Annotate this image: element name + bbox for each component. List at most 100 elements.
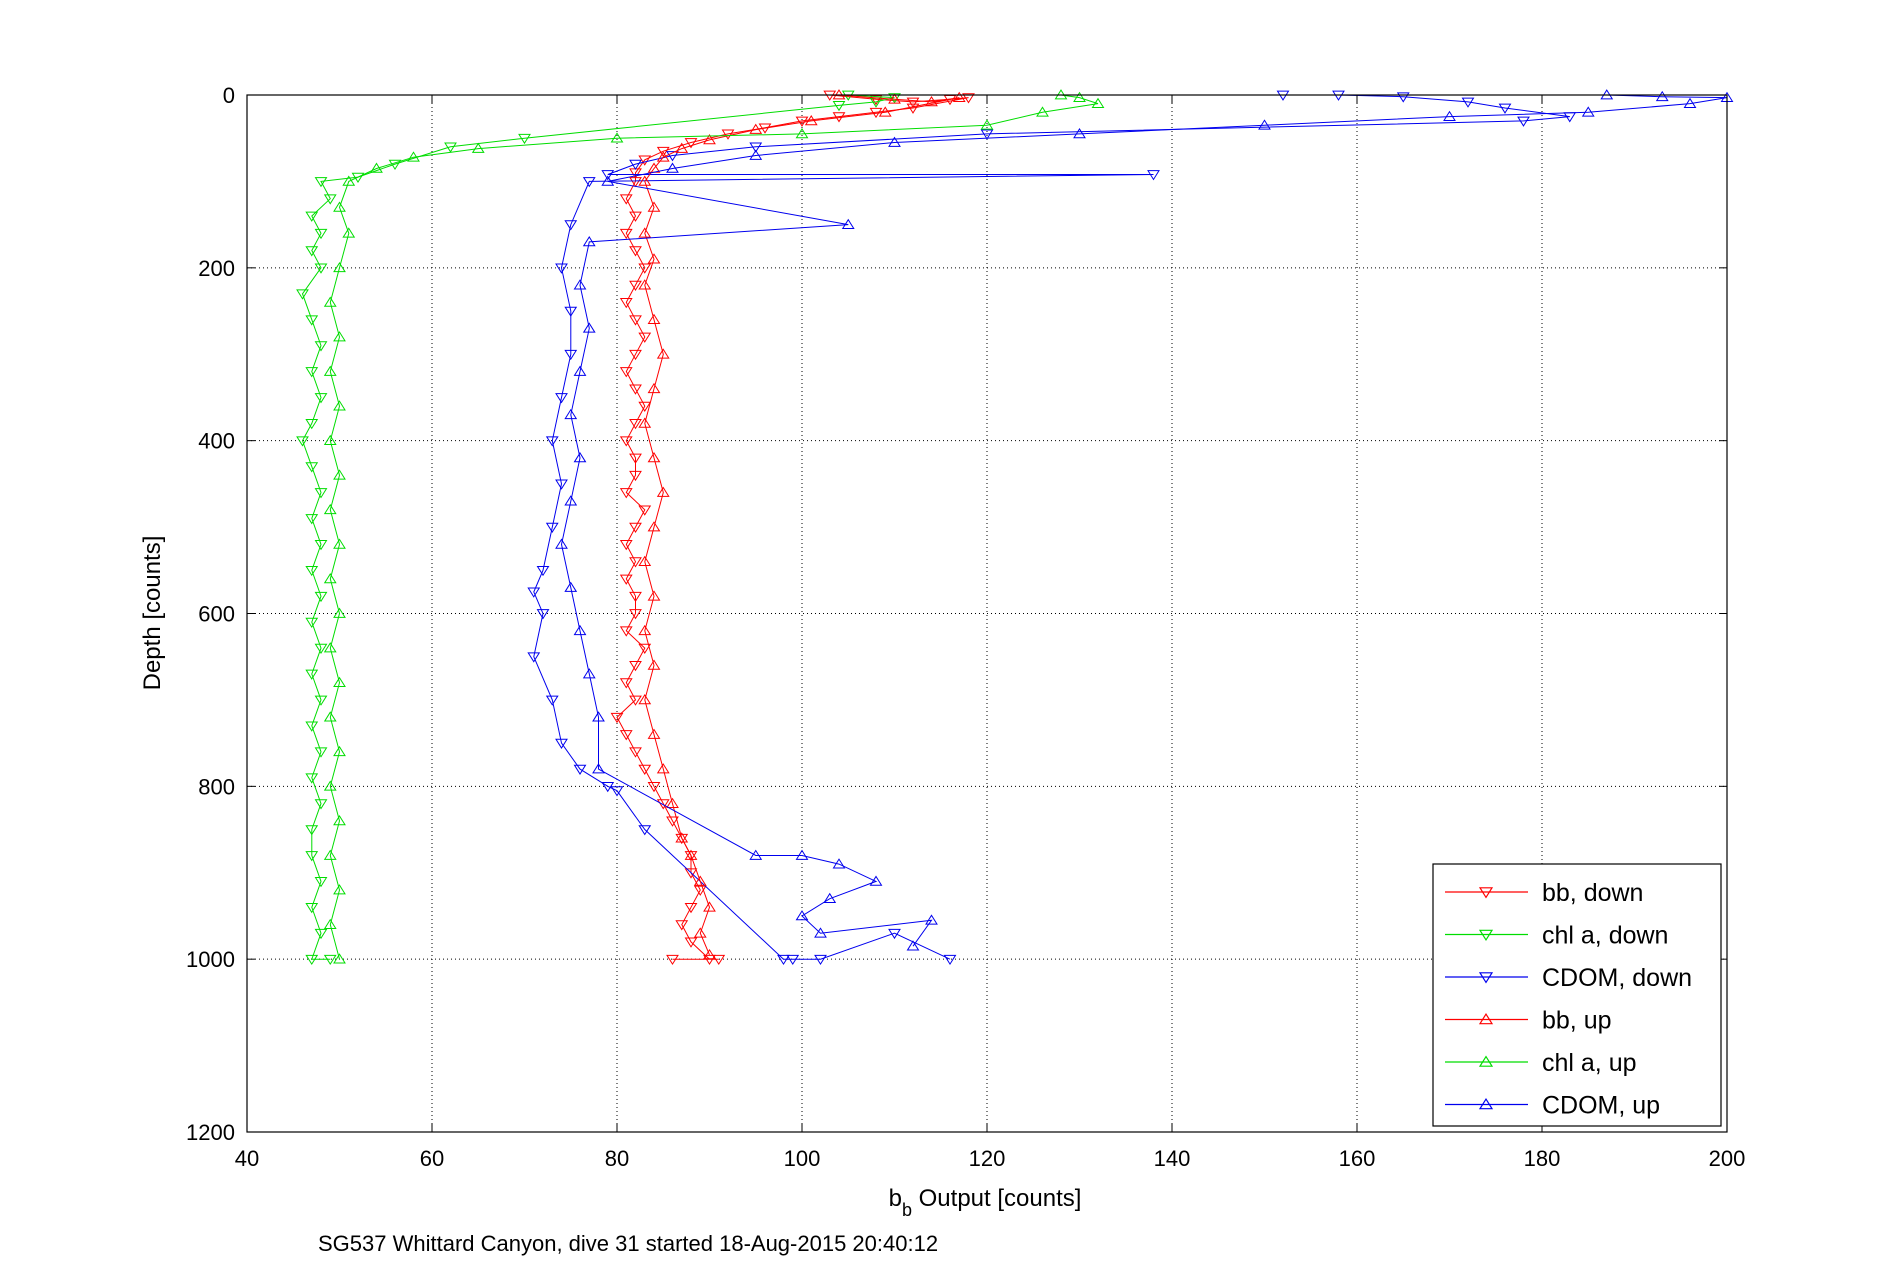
data-point <box>804 115 818 126</box>
axes: 40 60 80 100 120 140 160 180 200 0 200 400 600 800 100… <box>186 83 1745 1171</box>
x-tick-label: 180 <box>1524 1146 1561 1171</box>
data-point <box>629 280 642 292</box>
data-point <box>305 211 319 222</box>
data-point <box>305 565 319 577</box>
data-point <box>471 142 485 153</box>
y-tick-label: 200 <box>198 256 235 281</box>
data-point <box>777 954 790 966</box>
data-point <box>619 367 633 378</box>
data-point <box>703 134 716 145</box>
legend-box <box>1432 863 1722 1127</box>
data-point <box>647 728 661 739</box>
data-point <box>555 479 568 490</box>
data-point <box>333 201 346 212</box>
data-point <box>573 764 587 775</box>
data-point <box>749 142 763 153</box>
data-point <box>703 954 716 966</box>
data-point <box>305 954 319 966</box>
data-point <box>564 581 578 592</box>
data-point <box>952 91 966 102</box>
data-point <box>619 678 633 689</box>
legend-marker <box>1478 1055 1494 1067</box>
grid <box>247 95 1727 1132</box>
data-point <box>647 253 661 264</box>
data-point <box>647 313 661 325</box>
data-point <box>564 408 578 420</box>
series-line <box>644 94 960 955</box>
data-point <box>536 609 550 620</box>
data-point <box>962 93 975 104</box>
series-1 <box>296 90 901 966</box>
series-4 <box>323 89 1105 964</box>
data-point <box>786 954 800 966</box>
data-point <box>314 928 328 940</box>
data-point <box>323 365 337 376</box>
data-point <box>629 470 642 482</box>
data-point <box>601 781 615 793</box>
data-point <box>869 875 883 886</box>
data-point <box>656 763 670 774</box>
series-line <box>560 94 1728 947</box>
y-tick-label: 1200 <box>186 1120 235 1145</box>
legend-label: CDOM, up <box>1542 1092 1660 1120</box>
data-point <box>545 522 559 533</box>
data-point <box>647 659 661 670</box>
legend: bb, down chl a, down CDOM, down bb, up chl a… <box>1432 863 1722 1127</box>
data-point <box>314 643 328 654</box>
data-point <box>545 695 559 706</box>
data-point <box>314 591 328 603</box>
data-point <box>832 858 846 869</box>
x-axis-title-main: b <box>889 1185 902 1212</box>
data-point <box>1581 106 1595 117</box>
data-point <box>980 119 994 130</box>
data-point <box>693 927 707 938</box>
data-point <box>666 151 679 162</box>
data-point <box>564 220 578 231</box>
data-point <box>638 643 652 654</box>
data-point <box>582 236 596 247</box>
data-point <box>1655 90 1669 102</box>
data-point <box>814 954 827 966</box>
data-point <box>656 151 670 162</box>
data-point <box>610 786 624 797</box>
data-point <box>564 349 578 361</box>
data-point <box>823 892 837 904</box>
data-point <box>638 175 652 186</box>
data-point <box>314 341 328 352</box>
data-point <box>906 940 920 951</box>
data-point <box>629 246 642 257</box>
y-axis-title: Depth [counts] <box>139 536 166 691</box>
data-point <box>333 884 346 895</box>
data-point <box>888 928 901 940</box>
data-point <box>878 106 892 117</box>
data-point <box>323 434 337 446</box>
data-point <box>305 773 319 784</box>
data-point <box>795 849 809 860</box>
data-point <box>582 668 596 679</box>
data-point <box>582 322 596 333</box>
legend-label: chl a, up <box>1542 1049 1637 1077</box>
data-point <box>518 133 531 145</box>
data-point <box>629 747 642 758</box>
data-point <box>323 194 337 205</box>
data-point <box>305 367 319 378</box>
legend-marker <box>1478 1097 1494 1110</box>
data-point <box>629 591 642 603</box>
data-point <box>1461 97 1475 108</box>
data-point <box>1073 127 1086 139</box>
data-point <box>333 607 346 618</box>
data-point <box>619 488 633 499</box>
data-point <box>647 781 661 793</box>
data-point <box>638 155 652 166</box>
data-point <box>333 815 346 826</box>
data-point <box>638 332 652 343</box>
data-point <box>638 555 652 566</box>
data-point <box>888 93 901 104</box>
data-point <box>305 669 319 680</box>
data-point <box>305 902 319 914</box>
data-point <box>1258 119 1271 130</box>
data-point <box>629 522 642 533</box>
data-point <box>712 954 726 966</box>
data-point <box>619 194 633 205</box>
y-tick-label: 400 <box>198 429 235 454</box>
